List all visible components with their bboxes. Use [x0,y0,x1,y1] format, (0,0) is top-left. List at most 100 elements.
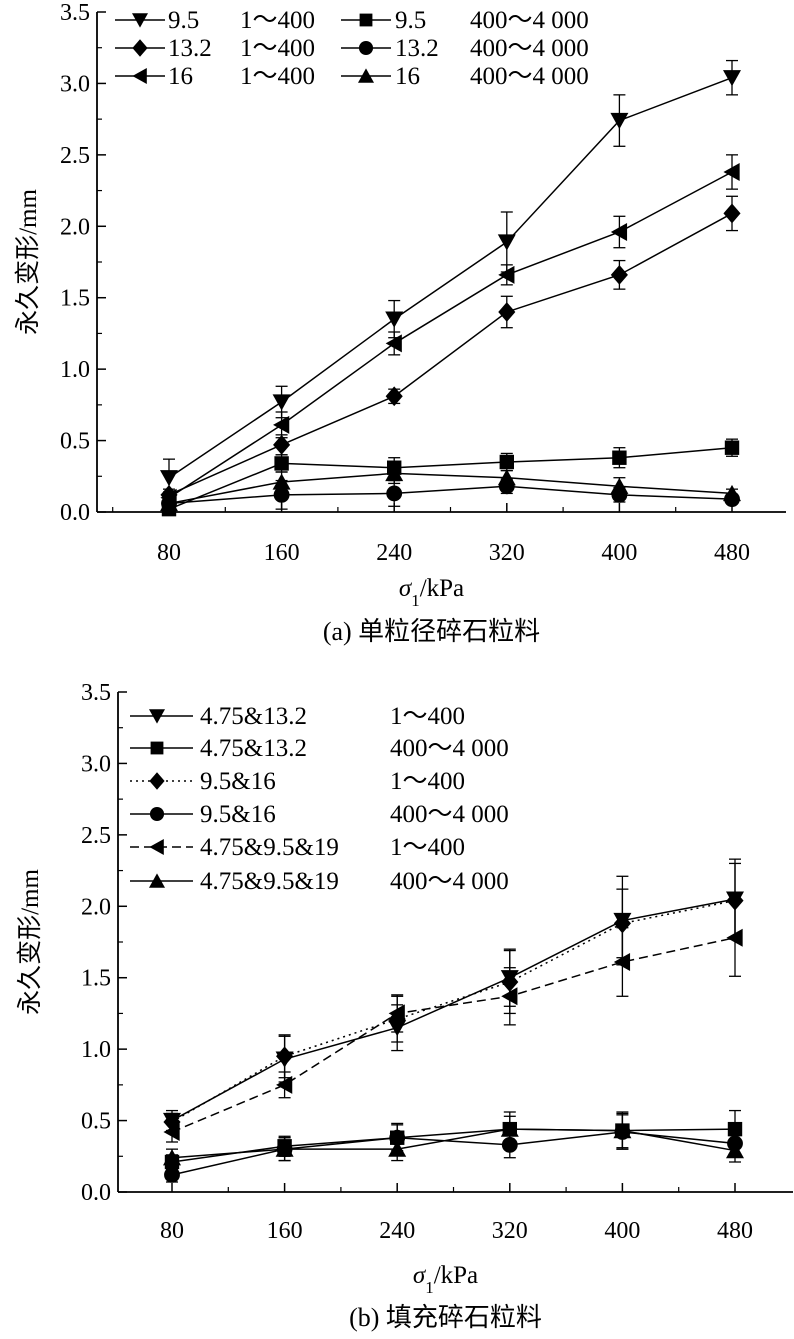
series-line [171,898,736,1122]
y-tick-label: 2.0 [81,894,111,920]
legend-series-range: 400～4 000 [470,35,589,62]
data-point-square [274,456,289,471]
x-axis-label-subscript: 1 [411,591,420,610]
legend-marker-square [150,741,164,755]
y-tick-label: 1.0 [81,1037,111,1063]
legend-marker-diamond [132,39,148,57]
y-tick-label: 3.0 [81,751,111,777]
data-point-tri-left [610,223,628,241]
series-line [168,212,733,496]
data-point-tri-left [388,1004,405,1023]
legend-series-name: 16 [395,63,420,90]
x-axis-label-unit: /kPa [420,575,464,602]
data-point-tri-left [385,334,402,353]
legend-series-name: 4.75&9.5&19 [200,834,339,861]
data-point-tri-down [160,470,178,487]
legend-series-range: 400～4 000 [390,868,509,895]
y-tick-label: 3.5 [81,680,111,706]
data-point-tri-down [272,394,291,411]
data-point-tri-up [160,494,178,512]
x-tick-label: 320 [492,1218,528,1244]
legend: 9.5 1～400 9.5 400～4 000 13.2 1～400 13.2 400～4 0… [115,7,589,90]
x-tick-label: 80 [160,1218,184,1244]
series-1 [161,438,740,517]
legend-series-name: 4.75&13.2 [200,735,307,762]
series-3 [164,1114,743,1183]
y-tick-label: 1.5 [60,286,90,312]
legend-marker-tri-left [132,68,147,84]
x-axis-label-symbol: σ [399,575,413,602]
legend-series-range: 400～4 000 [470,63,589,90]
data-point-tri-up [500,1120,519,1137]
data-point-diamond [613,913,631,934]
legend-series-range: 1～400 [390,703,465,730]
data-point-tri-up [610,477,629,494]
data-point-tri-left [501,987,518,1006]
x-tick-label: 160 [264,540,300,566]
x-tick-label: 160 [267,1218,303,1244]
legend-marker-tri-down [149,709,165,724]
legend-series-range: 1～400 [240,63,315,90]
legend-series-range: 400～4 000 [390,735,509,762]
y-tick-label: 0.0 [81,1180,111,1206]
series-line [168,77,733,479]
x-axis-label: σ1/kPa [399,575,464,610]
series-line [168,171,733,499]
data-point-square [612,450,627,465]
data-point-circle [501,1136,518,1153]
x-tick-label: 80 [157,540,181,566]
legend-series-name: 9.5&16 [200,768,276,795]
chart-a: 0.0 0.5 1.0 1.5 2.0 2.5 3.0 3.5 80 160 240 320 400 48… [14,0,786,646]
x-tick-label: 480 [714,540,750,566]
data-point-circle [386,485,403,502]
data-point-diamond [498,302,516,322]
legend: 4.75&13.2 1～400 4.75&13.2 400～4 000 9.5&16 1～… [130,703,509,895]
data-point-tri-up [613,1122,632,1139]
data-point-tri-down [723,70,741,87]
y-tick-label: 1.0 [60,357,90,383]
data-point-tri-down [610,112,629,130]
series-line [171,1128,736,1159]
series-2 [163,862,744,1132]
legend-marker-tri-up [358,68,374,83]
data-point-tri-up [272,473,291,490]
data-point-circle [164,1166,180,1183]
legend-series-range: 400～4 000 [390,801,509,828]
y-tick-label: 0.0 [60,500,90,526]
x-axis-label: σ1/kPa [413,1262,478,1297]
data-point-tri-left [613,953,631,971]
legend-series-range: 1～400 [390,768,465,795]
data-point-tri-up [385,464,404,482]
x-axis-label-subscript: 1 [425,1278,434,1297]
y-tick-label: 2.5 [81,823,111,849]
legend-series-name: 13.2 [395,35,439,62]
data-point-tri-left [163,1123,180,1141]
legend-series-range: 1～400 [240,35,315,62]
data-point-diamond [276,1046,294,1067]
data-point-diamond [385,386,403,407]
series-5 [160,462,741,512]
series-line [168,472,733,505]
series-line [171,899,736,1123]
legend-series-range: 400～4 000 [470,7,589,34]
x-tick-label: 240 [376,540,412,566]
data-point-diamond [273,434,291,455]
y-tick-label: 0.5 [60,429,90,455]
legend-marker-tri-up [149,873,165,888]
series-0 [160,59,741,497]
legend-marker-square [359,13,373,27]
data-point-square [724,440,740,455]
legend-series-name: 9.5 [168,7,199,34]
series-line [168,446,733,510]
series-line [171,1128,736,1163]
legend-marker-tri-down [132,13,148,28]
y-axis-label: 永久变形/mm [14,189,42,335]
x-tick-label: 400 [604,1218,640,1244]
data-point-tri-up [723,484,741,502]
series-5 [163,1111,744,1167]
series-line [168,485,733,505]
data-point-tri-up [726,1142,744,1159]
legend-series-name: 9.5&16 [200,801,276,828]
series-3 [161,478,740,512]
